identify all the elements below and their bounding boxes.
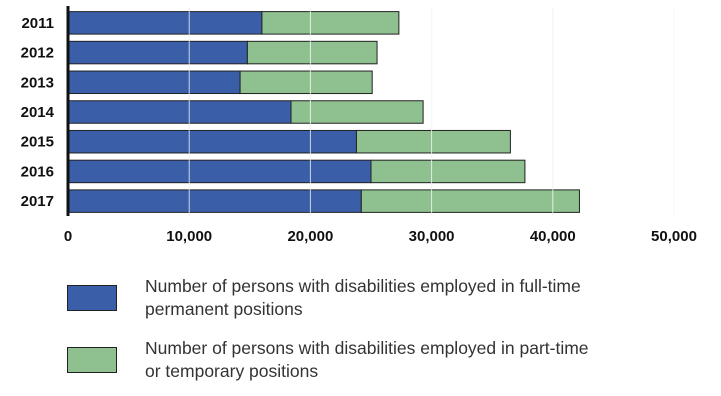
bar-2013-full-time (67, 70, 241, 95)
legend: Number of persons with disabilities empl… (67, 272, 605, 396)
bar-2015-full-time (67, 129, 357, 154)
y-tick-label-2013: 2013 (21, 74, 54, 91)
y-tick-label-2016: 2016 (21, 163, 54, 180)
bar-2012-part-time (246, 40, 378, 65)
x-tick-label-30000: 30,000 (409, 228, 455, 245)
legend-swatch-full-time (67, 285, 117, 311)
x-tick-label-0: 0 (64, 228, 72, 245)
y-tick-label-2014: 2014 (21, 104, 55, 121)
bar-chart: 2011 2012 2013 2014 2015 2016 2017 0 10,000 20,00… (21, 6, 697, 245)
bar-2013-part-time (239, 70, 373, 95)
x-tick-label-50000: 50,000 (651, 228, 697, 245)
legend-item-part-time: Number of persons with disabilities empl… (67, 334, 605, 386)
bar-2016-full-time (67, 159, 372, 184)
bar-2017-full-time (67, 189, 362, 213)
bar-2014-part-time (290, 100, 424, 124)
y-tick-label-2017: 2017 (21, 193, 54, 210)
legend-label-full-time: Number of persons with disabilities empl… (145, 276, 581, 319)
bar-2011-full-time (67, 11, 263, 35)
bar-2016-part-time (370, 159, 526, 184)
bar-2012-full-time (67, 40, 248, 65)
bar-2011-part-time (261, 11, 400, 35)
bar-2014-full-time (67, 100, 292, 124)
x-tick-label-40000: 40,000 (530, 228, 576, 245)
legend-label-part-time: Number of persons with disabilities empl… (145, 338, 589, 381)
y-tick-label-2015: 2015 (21, 134, 54, 151)
x-tick-label-20000: 20,000 (287, 228, 333, 245)
bar-2017-part-time (360, 189, 580, 213)
legend-swatch-part-time (67, 347, 117, 373)
bar-2015-part-time (355, 129, 511, 154)
y-tick-label-2011: 2011 (21, 15, 54, 32)
y-tick-label-2012: 2012 (21, 45, 54, 62)
legend-item-full-time: Number of persons with disabilities empl… (67, 272, 605, 324)
x-tick-label-10000: 10,000 (166, 228, 212, 245)
